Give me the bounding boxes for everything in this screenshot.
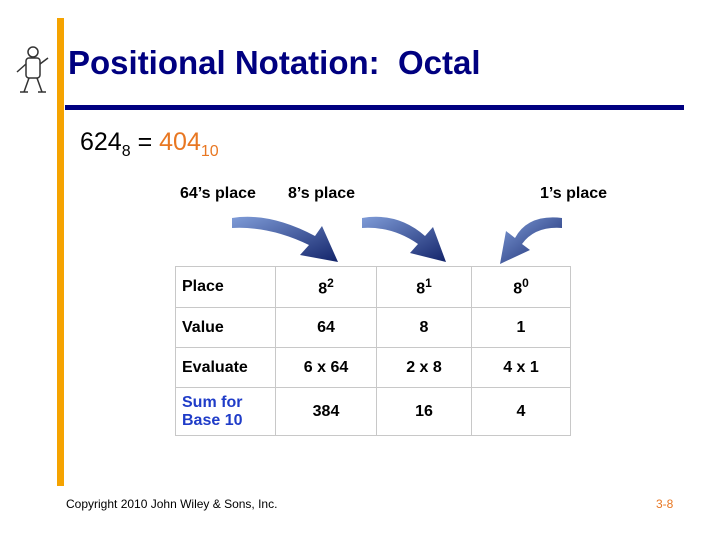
place-label: 64’s place [180, 185, 256, 202]
power-exponent: 1 [425, 275, 432, 290]
cell-text: 4 [516, 402, 526, 420]
power-base: 8 [318, 280, 328, 298]
arrows [232, 216, 562, 264]
cell-line: Base 10 [182, 411, 243, 429]
table-row: Value 64 8 1 [175, 307, 571, 348]
cell-text: 64 [317, 318, 335, 336]
power-exponent: 2 [327, 275, 334, 290]
equation: 6248 = 40410 [80, 128, 219, 161]
arrow [362, 216, 446, 262]
cell: 384 [275, 387, 377, 436]
row-header: Value [175, 307, 276, 348]
copyright: Copyright 2010 John Wiley & Sons, Inc. [66, 497, 278, 511]
orange-bar [57, 18, 64, 486]
row-header: Evaluate [175, 347, 276, 388]
cell-text: 16 [415, 402, 433, 420]
equation-equals: = [137, 128, 153, 156]
table-row: Place 82 81 80 [175, 266, 571, 308]
title: Positional Notation: Octal [68, 44, 481, 81]
equation-left-base: 8 [121, 143, 131, 160]
equation-right: 404 [159, 128, 201, 156]
cell-line: Sum for [182, 393, 243, 411]
cell-text: 2 x 8 [406, 358, 442, 376]
row-header: Sum for Base 10 [175, 387, 276, 436]
cell: 16 [376, 387, 472, 436]
cell: 2 x 8 [376, 347, 472, 388]
cell-text: Evaluate [182, 358, 248, 376]
page-number: 3-8 [656, 497, 674, 511]
row-header: Place [175, 266, 276, 308]
cell: 81 [376, 266, 472, 308]
cell: 6 x 64 [275, 347, 377, 388]
cell: 82 [275, 266, 377, 308]
arrow [500, 217, 562, 264]
cell-text: 384 [312, 402, 340, 420]
power-base: 8 [416, 280, 426, 298]
cell: 1 [471, 307, 571, 348]
equation-left: 624 [80, 128, 122, 156]
arrow [232, 216, 338, 262]
cell-text: 6 x 64 [303, 358, 349, 376]
power-base: 8 [513, 280, 523, 298]
table-row: Evaluate 6 x 64 2 x 8 4 x 1 [175, 347, 571, 388]
cell-text: 4 x 1 [503, 358, 539, 376]
place-label: 1’s place [540, 185, 608, 202]
title-rule [65, 105, 684, 110]
cell: 80 [471, 266, 571, 308]
cell: 4 [471, 387, 571, 436]
cell-text: Place [182, 278, 224, 295]
cell: 64 [275, 307, 377, 348]
cell-text: 1 [516, 318, 526, 336]
cell: 4 x 1 [471, 347, 571, 388]
cell-text: 8 [419, 318, 429, 336]
cell: 8 [376, 307, 472, 348]
table-row: Sum for Base 10 384 16 4 [175, 387, 571, 436]
power-exponent: 0 [522, 275, 529, 290]
place-label: 8’s place [288, 185, 356, 202]
cell-text: Value [182, 318, 224, 336]
equation-right-base: 10 [200, 143, 219, 160]
logo [16, 46, 49, 93]
